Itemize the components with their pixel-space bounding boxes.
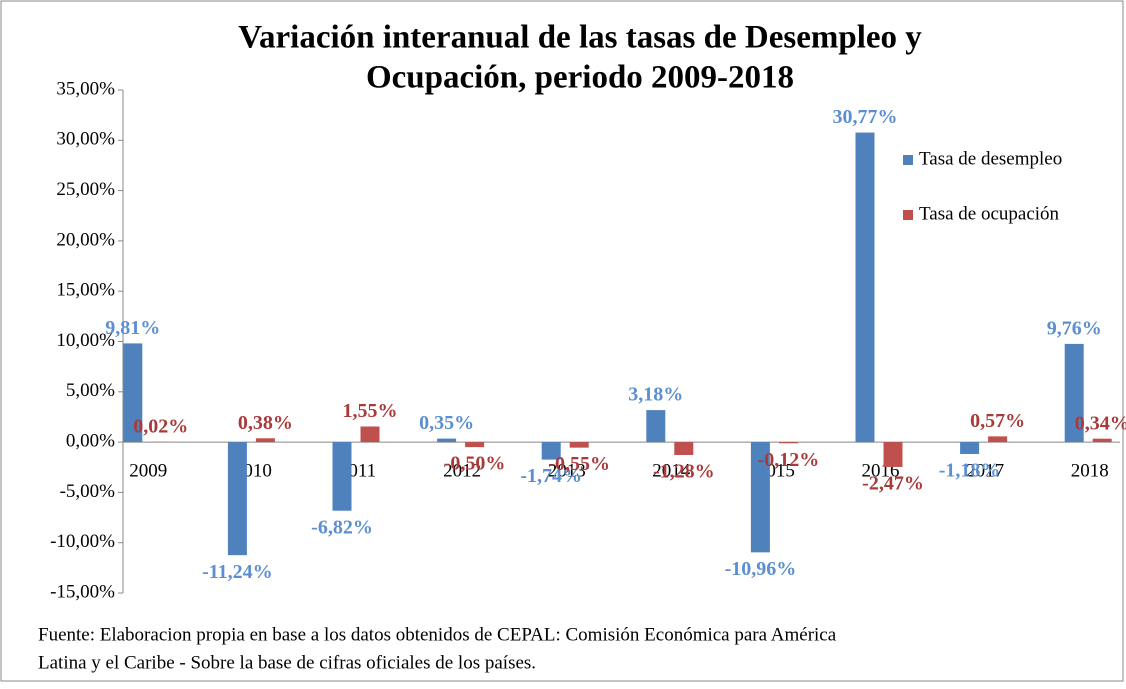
y-tick-label: 30,00%	[56, 129, 115, 150]
legend-label: Tasa de ocupación	[919, 203, 1060, 224]
bar	[884, 442, 903, 467]
y-tick-label: 35,00%	[56, 78, 115, 99]
value-label: 0,34%	[1075, 412, 1126, 434]
bar	[437, 439, 456, 443]
value-label: 9,76%	[1047, 318, 1102, 340]
legend-swatch	[903, 155, 913, 165]
chart-title: Ocupación, periodo 2009-2018	[366, 60, 794, 96]
legend-swatch	[903, 210, 913, 220]
value-label: 0,57%	[970, 410, 1025, 432]
bar	[570, 442, 589, 448]
bar	[856, 133, 875, 443]
bar	[361, 427, 380, 443]
value-label: -1,28%	[653, 461, 715, 483]
value-label: 0,38%	[238, 412, 293, 434]
value-label: 1,55%	[343, 400, 398, 422]
y-tick-label: -5,00%	[60, 481, 116, 502]
source-note: Latina y el Caribe - Sobre la base de ci…	[38, 652, 536, 673]
y-tick-label: -15,00%	[50, 581, 115, 602]
value-label: -11,24%	[202, 561, 273, 583]
value-label: -10,96%	[725, 558, 797, 580]
y-tick-label: 25,00%	[56, 179, 115, 200]
value-label: 30,77%	[833, 106, 898, 128]
bar	[646, 410, 665, 442]
bar	[465, 442, 484, 447]
value-label: 0,02%	[133, 415, 188, 437]
y-tick-label: 5,00%	[66, 380, 115, 401]
value-label: -2,47%	[862, 473, 924, 495]
value-label: -1,18%	[939, 460, 1001, 482]
value-label: -0,50%	[444, 453, 506, 475]
value-label: -6,82%	[311, 516, 373, 538]
bar	[333, 442, 352, 511]
bar	[779, 442, 798, 443]
y-tick-label: 15,00%	[56, 280, 115, 301]
value-label: 9,81%	[105, 317, 160, 339]
x-tick-label: 2009	[129, 460, 167, 481]
value-label: -0,12%	[758, 449, 820, 471]
bar	[256, 438, 275, 442]
source-note: Fuente: Elaboracion propia en base a los…	[38, 624, 837, 645]
x-tick-label: 2018	[1071, 460, 1109, 481]
value-label: 0,35%	[419, 412, 474, 434]
bar	[960, 442, 979, 454]
value-label: 3,18%	[628, 384, 683, 406]
bar	[1093, 439, 1112, 442]
y-tick-label: 0,00%	[66, 430, 115, 451]
chart-title: Variación interanual de las tasas de Des…	[238, 20, 922, 56]
y-tick-label: -10,00%	[50, 531, 115, 552]
y-tick-label: 20,00%	[56, 229, 115, 250]
legend-label: Tasa de desempleo	[919, 148, 1062, 169]
bar	[988, 436, 1007, 442]
bar	[228, 442, 247, 555]
value-label: -0,55%	[548, 453, 610, 475]
bar	[674, 442, 693, 455]
